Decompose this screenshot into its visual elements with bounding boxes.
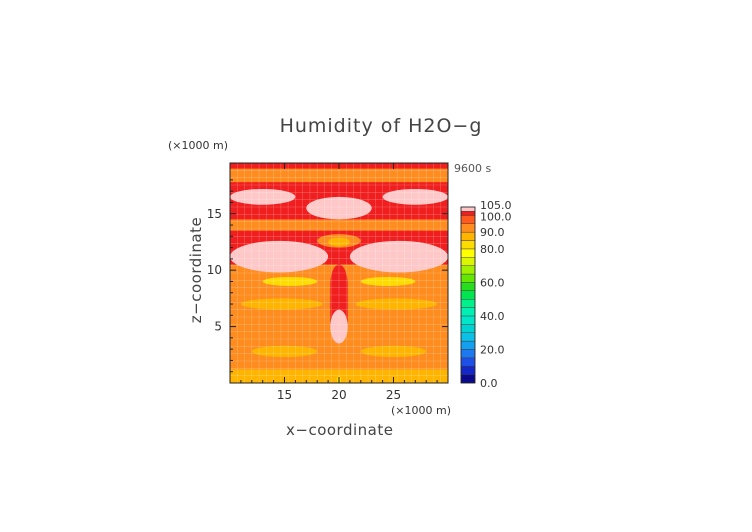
y-axis-unit: (×1000 m)	[168, 139, 229, 152]
x-axis-label: x−coordinate	[286, 421, 394, 439]
colorbar-swatch	[460, 248, 476, 258]
heatmap-region	[330, 309, 348, 344]
colorbar-label: 0.0	[480, 377, 498, 390]
colorbar-swatch	[460, 210, 476, 216]
x-axis-unit: (×1000 m)	[391, 404, 452, 417]
colorbar-swatch	[460, 223, 476, 233]
y-tick-label: 5	[214, 320, 222, 334]
heatmap-region	[355, 298, 438, 310]
heatmap-region	[360, 276, 416, 286]
heatmap-region	[230, 188, 296, 205]
colorbar-frame	[460, 206, 476, 384]
grid-lines	[230, 163, 448, 383]
y-axis-label: z−coordinate	[187, 216, 205, 324]
colorbar-swatch	[460, 315, 476, 325]
colorbar-swatch	[460, 231, 476, 241]
colorbar-label: 60.0	[480, 276, 505, 289]
colorbar-swatch	[460, 374, 476, 384]
heatmap-region	[360, 345, 427, 358]
heatmap-region	[328, 237, 350, 247]
colorbar-swatch	[460, 240, 476, 250]
y-tick-label: 10	[207, 263, 222, 277]
colorbar-swatch	[460, 349, 476, 359]
colorbar-swatch	[460, 257, 476, 266]
colorbar-swatch	[460, 340, 476, 350]
x-tick-label: 15	[277, 388, 292, 402]
colorbar-label: 105.0	[480, 199, 512, 212]
heatmap-region	[382, 188, 448, 205]
heatmap-region	[230, 168, 448, 183]
colorbar-swatch	[460, 366, 476, 375]
heatmap-region	[349, 240, 448, 273]
colorbar-label: 80.0	[480, 243, 505, 256]
y-tick-label: 15	[207, 207, 222, 221]
colorbar-label: 100.0	[480, 210, 512, 223]
heatmap-region	[306, 196, 372, 220]
colorbar-swatch	[460, 332, 476, 342]
heatmap-region	[262, 276, 318, 286]
colorbar-label: 20.0	[480, 343, 505, 356]
colorbar-swatch	[460, 206, 476, 212]
heatmap-regions	[230, 163, 448, 383]
x-tick-label: 20	[331, 388, 346, 402]
colorbar-label: 90.0	[480, 226, 505, 239]
axis-ticks: 15 20 25 5 10 15	[207, 163, 448, 402]
chart-title: Humidity of H2O−g	[279, 115, 483, 137]
colorbar-label: 40.0	[480, 310, 505, 323]
colorbar-swatch	[460, 324, 476, 333]
colorbar-swatch	[460, 273, 476, 283]
colorbar-swatch	[460, 307, 476, 317]
heatmap-region	[230, 240, 329, 273]
heatmap-region	[230, 219, 448, 231]
colorbar-swatch	[460, 215, 476, 224]
colorbar-swatch	[460, 298, 476, 308]
heatmap-region	[251, 345, 318, 358]
heatmap-region	[240, 298, 323, 310]
colorbar-swatch	[460, 357, 476, 367]
x-tick-label: 25	[386, 388, 401, 402]
colorbar-swatch	[460, 282, 476, 292]
time-label: 9600 s	[454, 162, 492, 175]
colorbar-swatch	[460, 290, 476, 300]
colorbar-swatch	[460, 265, 476, 275]
